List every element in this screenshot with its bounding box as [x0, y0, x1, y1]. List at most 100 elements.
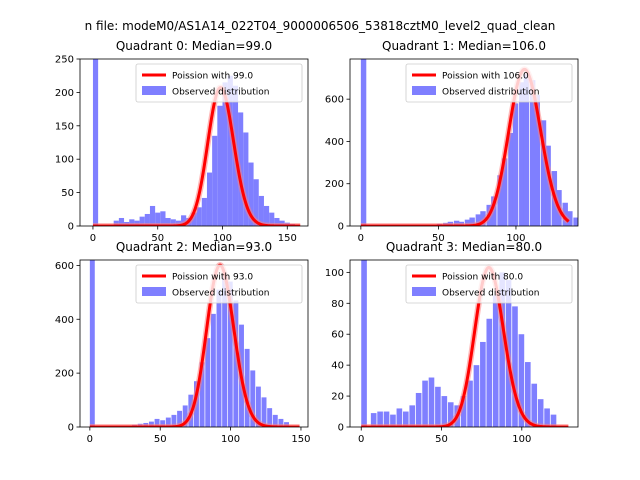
- quadrant-3-bar-7: [409, 405, 416, 427]
- quadrant-2-ytick-label-0: 0: [68, 423, 74, 434]
- quadrant-3-bar-24: [518, 334, 525, 427]
- quadrant-1-panel: 0 50 100 0 200 400 600 Quadrant 1: Median=106.0…: [325, 39, 583, 244]
- quadrant-2-bar-7: [165, 417, 171, 427]
- quadrant-2-legend-box: [135, 264, 303, 304]
- quadrant-2-bar-17: [222, 276, 228, 427]
- quadrant-0-bar-32: [274, 217, 280, 226]
- quadrant-2-bar-18: [227, 281, 233, 427]
- quadrant-0-xtick-label-1: 50: [151, 233, 164, 244]
- quadrant-0-bar-18: [201, 197, 207, 226]
- quadrant-3-title: Quadrant 3: Median=80.0: [386, 240, 542, 254]
- quadrant-1-bar-21: [545, 145, 551, 226]
- quadrant-1-axes-frame: [349, 58, 579, 227]
- quadrant-3-legend-box: [405, 264, 573, 304]
- quadrant-2-legend: Poission with 93.0 Observed distribution: [135, 264, 303, 304]
- quadrant-0-xtick-label-0: 0: [90, 233, 96, 244]
- quadrant-1-bar-8: [475, 214, 482, 226]
- quadrant-1-xtick-label-2: 100: [506, 233, 525, 244]
- quadrant-0-bar-11: [165, 217, 171, 226]
- quadrant-3-bar-11: [435, 386, 441, 427]
- quadrant-0-bar-12: [170, 219, 176, 226]
- quadrant-3-bar-20: [492, 295, 499, 427]
- quadrant-0-ytick-label-4: 200: [55, 88, 74, 99]
- quadrant-2-bar-6: [160, 420, 166, 427]
- quadrant-3-bar-8: [415, 392, 422, 427]
- quadrant-3-bar-18: [480, 341, 486, 427]
- quadrant-1-ytick-label-2: 400: [325, 137, 344, 148]
- quadrant-2-title: Quadrant 2: Median=93.0: [116, 240, 272, 254]
- quadrant-0-bar-20: [212, 135, 218, 226]
- quadrant-1-bar-16: [519, 82, 525, 226]
- quadrant-0-bar-19: [206, 172, 213, 226]
- quadrant-3-bar-19: [486, 318, 493, 427]
- quadrant-3-legend-line-label: Poission with 80.0: [442, 273, 523, 283]
- quadrant-0-panel: 0 50 100 150 0 50 100 150 200 250 Quadrant 0: Medi…: [55, 39, 309, 244]
- quadrant-1-legend-bar-swatch: [412, 86, 436, 95]
- quadrant-0-axes-frame: [79, 58, 309, 227]
- quadrant-2-bar-26: [272, 414, 278, 427]
- quadrant-0-legend-bar-swatch: [142, 86, 166, 95]
- quadrant-3-bar-2: [377, 411, 383, 427]
- quadrant-2-legend-bar-swatch: [142, 287, 166, 296]
- quadrant-0-bar-9: [155, 212, 161, 226]
- quadrant-1-bar-27: [578, 222, 583, 226]
- quadrant-3-bar-21: [499, 272, 505, 427]
- quadrant-2-ytick-label-3: 600: [55, 261, 74, 272]
- quadrant-0-bar-22: [222, 82, 228, 226]
- quadrant-3-ytick-label-5: 100: [325, 268, 344, 279]
- quadrant-3-bar-13: [447, 402, 454, 427]
- quadrant-3-bar-5: [396, 408, 403, 427]
- quadrant-2-axes-frame: [79, 259, 309, 428]
- quadrant-0-ytick-label-0: 0: [68, 222, 74, 233]
- quadrant-3-ytick-label-2: 40: [331, 361, 344, 372]
- quadrant-0-legend-box: [135, 63, 303, 103]
- quadrant-3-ytick-label-3: 60: [331, 330, 344, 341]
- quadrant-2-panel: 0 50 100 150 0 200 400 600 Quadrant 2: Median=93…: [55, 240, 311, 445]
- quadrant-1-bar-6: [464, 219, 471, 226]
- quadrant-0-bar-21: [217, 105, 223, 226]
- quadrant-0-bar-2: [118, 217, 125, 226]
- quadrant-3-bar-29: [550, 414, 557, 427]
- quadrant-0-bar-27: [248, 162, 254, 226]
- figure-suptitle: n file: modeM0/AS1A14_022T04_9000006506_…: [85, 19, 556, 33]
- quadrant-2-bar-24: [261, 397, 267, 427]
- quadrant-1-bar-17: [523, 73, 530, 226]
- quadrant-3-legend-bar-swatch: [412, 287, 436, 296]
- quadrant-3-bar-1: [370, 413, 377, 427]
- quadrant-0-bar-0: [92, 59, 99, 226]
- quadrant-1-legend-line-label: Poission with 106.0: [442, 72, 529, 82]
- quadrant-3-bar-17: [473, 365, 480, 427]
- quadrant-3-bar-28: [544, 408, 550, 427]
- quadrant-3-xtick-label-0: 0: [358, 434, 364, 445]
- quadrant-3-panel: 0 50 100 0 20 40 60 80 100 Quadrant 3: Median=80.…: [325, 240, 579, 445]
- quadrant-2-bar-14: [205, 338, 211, 427]
- quadrant-1-ytick-label-1: 200: [325, 179, 344, 190]
- quadrant-0-bar-17: [196, 207, 202, 226]
- quadrant-3-bar-9: [422, 380, 428, 427]
- quadrant-2-bar-8: [171, 414, 177, 427]
- quadrant-3-bar-23: [512, 306, 518, 427]
- quadrant-0-xtick-label-3: 150: [278, 233, 297, 244]
- quadrant-2-xtick-label-0: 0: [87, 434, 93, 445]
- quadrant-2-bar-5: [154, 418, 160, 427]
- quadrant-1-bar-7: [469, 217, 475, 226]
- quadrant-2-xtick-label-2: 100: [221, 434, 240, 445]
- quadrant-0-bar-14: [181, 215, 187, 226]
- quadrant-2-bar-23: [255, 386, 261, 427]
- quadrant-3-bar-12: [441, 396, 448, 427]
- quadrant-1-bar-15: [512, 103, 519, 226]
- quadrant-1-bar-0: [360, 59, 367, 226]
- quadrant-2-bar-9: [177, 410, 183, 427]
- quadrant-2-xtick-label-3: 150: [291, 434, 310, 445]
- quadrant-1-title: Quadrant 1: Median=106.0: [382, 39, 546, 53]
- quadrant-2-ytick-label-1: 200: [55, 369, 74, 380]
- quadrant-1-bar-13: [502, 158, 508, 226]
- quadrant-3-bar-6: [402, 411, 409, 427]
- quadrant-2-bar-19: [233, 300, 239, 427]
- quadrant-2-ytick-label-2: 400: [55, 315, 74, 326]
- quadrant-2-bar-22: [250, 370, 256, 427]
- quadrant-2-bar-13: [199, 362, 205, 427]
- quadrant-0-bar-31: [269, 212, 275, 226]
- quadrant-1-ytick-label-3: 600: [325, 95, 344, 106]
